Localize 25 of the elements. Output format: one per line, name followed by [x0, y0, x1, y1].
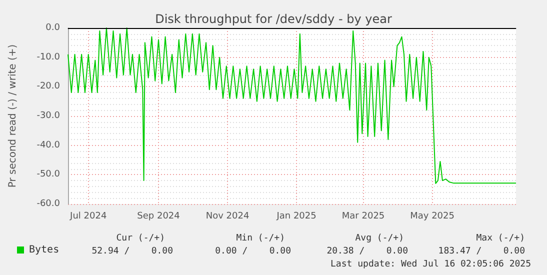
- y-tick-label: 0.0: [46, 23, 60, 33]
- text: 52.94 / 0.00: [92, 246, 174, 256]
- y-tick-label: -60.0: [36, 199, 60, 209]
- text: 0.00 / 0.00: [215, 246, 291, 256]
- text: Last update: Wed Jul 16 02:05:06 2025: [330, 260, 531, 270]
- text: Cur (-/+): [116, 234, 166, 244]
- legend-label: Bytes: [29, 244, 60, 256]
- x-tick-label: May 2025: [410, 212, 454, 222]
- y-axis-title: Pr second read (-) / write (+): [8, 44, 18, 188]
- x-tick-label: Mar 2025: [342, 212, 385, 222]
- text: Avg (-/+): [355, 234, 404, 244]
- y-tick-label: -10.0: [36, 52, 60, 62]
- y-tick-label: -20.0: [36, 82, 60, 92]
- y-tick-label: -30.0: [36, 111, 60, 121]
- x-tick-label: Sep 2024: [137, 212, 180, 222]
- y-tick-label: -50.0: [36, 170, 60, 180]
- text: Min (-/+): [236, 234, 286, 244]
- x-tick-label: Jul 2024: [69, 212, 107, 222]
- text: Max (-/+): [476, 234, 526, 244]
- text: 20.38 / 0.00: [326, 246, 408, 256]
- x-tick-label: Nov 2024: [206, 212, 250, 222]
- text: 183.47 / 0.00: [438, 246, 526, 256]
- chart-title: Disk throughput for /dev/sddy - by year: [155, 12, 392, 26]
- x-tick-label: Jan 2025: [276, 212, 316, 222]
- y-tick-label: -40.0: [36, 140, 60, 150]
